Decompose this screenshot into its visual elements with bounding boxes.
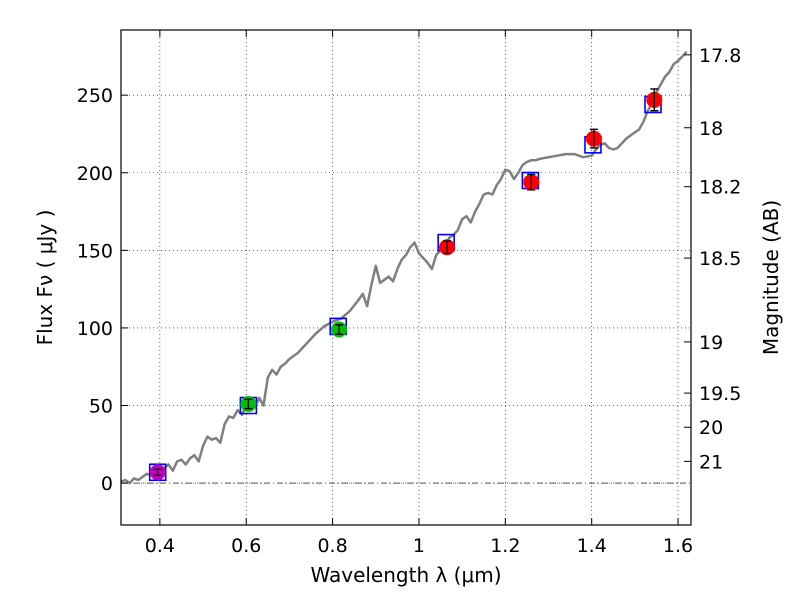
x-tick-label: 1 [413, 535, 425, 557]
spectrum-line [120, 50, 688, 485]
x-tick-label: 1.4 [577, 535, 607, 557]
y-tick-label: 50 [89, 396, 113, 418]
x-tick-label: 1.2 [490, 535, 520, 557]
grid [121, 30, 691, 525]
axes: 0.4 0.6 0.8 1 1.2 1.4 1.6 0 50 100 150 200 250 17.8 18… [77, 30, 741, 557]
x-axis-label: Wavelength λ (μm) [310, 563, 501, 587]
y-tick-label: 250 [77, 85, 113, 107]
y-tick-label: 150 [77, 240, 113, 262]
y2-tick-label: 18 [699, 118, 723, 140]
observed-photometry-series [149, 88, 663, 481]
model-spectrum-series [120, 50, 688, 485]
y-axis-label: Flux Fν ( μJy ) [33, 210, 57, 346]
y2-axis-label: Magnitude (AB) [759, 200, 783, 355]
y2-tick-label: 18.2 [699, 177, 741, 199]
y2-tick-label: 20 [699, 417, 723, 439]
y-tick-label: 100 [77, 318, 113, 340]
x-tick-label: 0.8 [317, 535, 347, 557]
y-tick-label: 200 [77, 163, 113, 185]
y2-tick-label: 17.8 [699, 45, 741, 67]
y2-tick-label: 21 [699, 451, 723, 473]
y2-tick-label: 18.5 [699, 248, 741, 270]
y2-tick-label: 19 [699, 332, 723, 354]
y-tick-label: 0 [101, 473, 113, 495]
x-tick-label: 1.6 [663, 535, 693, 557]
plot-frame [120, 29, 692, 526]
x-tick-label: 0.4 [145, 535, 175, 557]
x-tick-label: 0.6 [231, 535, 261, 557]
y2-tick-label: 19.5 [699, 383, 741, 405]
